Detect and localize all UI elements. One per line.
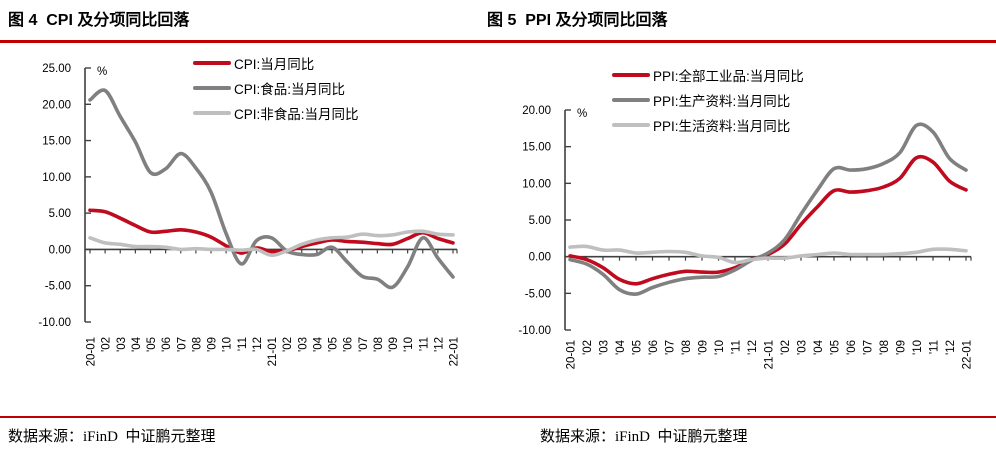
svg-text:22-01: 22-01 (962, 340, 974, 369)
figure-4-title: 图 4 CPI 及分项同比回落 (8, 12, 190, 29)
legend-item: CPI:当月同比 (193, 50, 359, 75)
svg-text:25.00: 25.00 (42, 63, 71, 75)
svg-text:'06: '06 (846, 340, 858, 355)
svg-text:'07: '07 (176, 337, 188, 352)
svg-text:'11: '11 (418, 337, 430, 351)
svg-text:-10.00: -10.00 (38, 317, 71, 329)
svg-text:'03: '03 (297, 337, 309, 352)
svg-text:0.00: 0.00 (49, 244, 71, 256)
legend-label: PPI:全部工业品:当月同比 (653, 68, 804, 84)
svg-text:0.00: 0.00 (529, 252, 551, 264)
svg-text:21-01: 21-01 (267, 337, 279, 366)
svg-text:'08: '08 (681, 340, 693, 355)
title-divider-rule (0, 40, 996, 43)
svg-text:20-01: 20-01 (86, 337, 98, 366)
svg-text:'06: '06 (648, 340, 660, 355)
svg-text:-5.00: -5.00 (45, 281, 71, 293)
svg-text:'05: '05 (328, 337, 340, 352)
svg-text:'12: '12 (945, 340, 957, 355)
legend-item: PPI:生活资料:当月同比 (612, 112, 804, 137)
svg-text:'12: '12 (252, 337, 264, 352)
svg-text:'09: '09 (388, 337, 400, 352)
svg-text:%: % (577, 108, 587, 120)
svg-text:%: % (97, 66, 107, 78)
svg-text:'09: '09 (896, 340, 908, 355)
svg-text:'08: '08 (879, 340, 891, 355)
svg-text:'02: '02 (780, 340, 792, 355)
svg-text:5.00: 5.00 (49, 208, 71, 220)
legend-swatch-cpi-food (193, 85, 231, 90)
svg-text:'03: '03 (599, 340, 611, 355)
svg-text:'06: '06 (161, 337, 173, 352)
svg-text:'08: '08 (191, 337, 203, 352)
legend-item: CPI:非食品:当月同比 (193, 100, 359, 125)
svg-text:'11: '11 (237, 337, 249, 351)
svg-text:'07: '07 (863, 340, 875, 355)
svg-text:'04: '04 (312, 336, 324, 352)
legend-item: PPI:全部工业品:当月同比 (612, 62, 804, 87)
svg-text:20.00: 20.00 (42, 99, 71, 111)
svg-text:'12: '12 (747, 340, 759, 355)
svg-text:10.00: 10.00 (42, 172, 71, 184)
svg-text:'09: '09 (207, 337, 219, 352)
svg-text:'04: '04 (131, 336, 143, 352)
legend-label: PPI:生产资料:当月同比 (653, 93, 791, 109)
svg-text:-5.00: -5.00 (525, 288, 551, 300)
svg-text:'10: '10 (222, 337, 234, 352)
svg-text:'08: '08 (373, 337, 385, 352)
legend-swatch-ppi-all (612, 72, 650, 77)
svg-text:'10: '10 (714, 340, 726, 355)
svg-text:'12: '12 (433, 337, 445, 352)
svg-text:21-01: 21-01 (764, 340, 776, 369)
svg-text:'10: '10 (912, 340, 924, 355)
svg-text:'03: '03 (797, 340, 809, 355)
ppi-line-chart: 20.00 15.00 10.00 5.00 0.00 -5.00 -10.00% 20-01… (518, 105, 974, 369)
svg-text:15.00: 15.00 (42, 136, 71, 148)
svg-text:'07: '07 (665, 340, 677, 355)
svg-text:'11: '11 (731, 340, 743, 354)
svg-text:'02: '02 (101, 337, 113, 352)
svg-text:'04: '04 (615, 339, 627, 355)
legend-swatch-cpi (193, 60, 231, 65)
svg-text:'10: '10 (403, 337, 415, 352)
svg-text:'03: '03 (116, 337, 128, 352)
svg-text:'05: '05 (146, 337, 158, 352)
svg-text:10.00: 10.00 (522, 178, 551, 190)
legend-label: PPI:生活资料:当月同比 (653, 118, 791, 134)
data-source-left: 数据来源：iFinD 中证鹏元整理 (8, 429, 216, 445)
svg-text:'06: '06 (343, 337, 355, 352)
svg-text:5.00: 5.00 (529, 215, 551, 227)
svg-text:'09: '09 (698, 340, 710, 355)
legend-swatch-ppi-consumer (612, 122, 650, 127)
svg-text:15.00: 15.00 (522, 142, 551, 154)
svg-text:20-01: 20-01 (566, 340, 578, 369)
svg-text:'05: '05 (632, 340, 644, 355)
legend-swatch-cpi-nonfood (193, 110, 231, 115)
ppi-legend: PPI:全部工业品:当月同比 PPI:生产资料:当月同比 PPI:生活资料:当月… (612, 62, 804, 137)
svg-text:'05: '05 (830, 340, 842, 355)
footer-divider-rule (0, 416, 996, 418)
cpi-line-chart: 25.00 20.00 15.00 10.00 5.00 0.00 -5.00 -10.00%… (38, 63, 461, 366)
legend-label: CPI:当月同比 (234, 56, 315, 72)
cpi-legend: CPI:当月同比 CPI:食品:当月同比 CPI:非食品:当月同比 (193, 50, 359, 125)
svg-text:'02: '02 (582, 340, 594, 355)
legend-item: PPI:生产资料:当月同比 (612, 87, 804, 112)
figure-5-title: 图 5 PPI 及分项同比回落 (487, 12, 668, 29)
svg-text:'11: '11 (929, 340, 941, 354)
svg-text:22-01: 22-01 (449, 337, 461, 366)
svg-text:'04: '04 (813, 339, 825, 355)
legend-item: CPI:食品:当月同比 (193, 75, 359, 100)
svg-text:20.00: 20.00 (522, 105, 551, 117)
svg-text:'02: '02 (282, 337, 294, 352)
legend-label: CPI:食品:当月同比 (234, 81, 346, 97)
svg-text:-10.00: -10.00 (518, 325, 551, 337)
legend-label: CPI:非食品:当月同比 (234, 106, 359, 122)
svg-text:'07: '07 (358, 337, 370, 352)
legend-swatch-ppi-producer (612, 97, 650, 102)
data-source-right: 数据来源：iFinD 中证鹏元整理 (540, 429, 748, 445)
